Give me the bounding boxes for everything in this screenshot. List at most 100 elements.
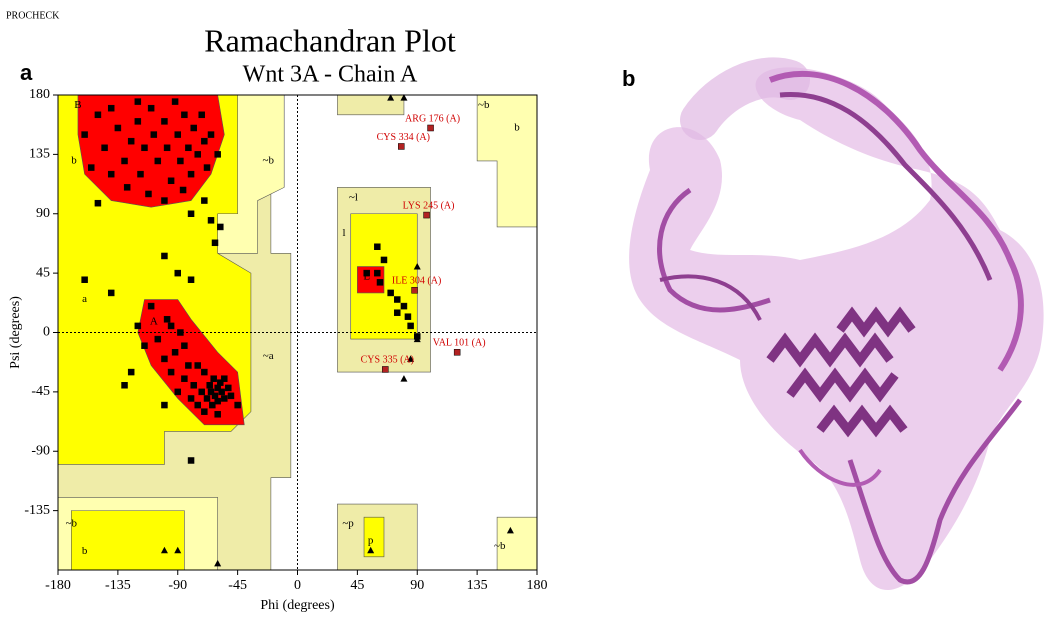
region-label: b — [82, 545, 88, 557]
y-tick-label: 0 — [43, 325, 50, 340]
residue-point — [151, 132, 157, 138]
region-label: l — [343, 227, 346, 239]
residue-point — [235, 402, 241, 408]
residue-point — [381, 257, 387, 263]
residue-point — [215, 411, 221, 417]
y-tick-label: -135 — [24, 503, 50, 518]
residue-point — [185, 145, 191, 151]
residue-point — [161, 198, 167, 204]
x-axis-label: Phi (degrees) — [260, 598, 335, 613]
residue-point — [161, 118, 167, 124]
residue-point — [374, 270, 380, 276]
region — [337, 95, 404, 115]
residue-point — [128, 138, 134, 144]
region-label: ~p — [342, 517, 354, 529]
residue-point — [374, 244, 380, 250]
residue-point — [188, 211, 194, 217]
y-tick-label: 45 — [36, 265, 50, 280]
residue-point — [204, 165, 210, 171]
residue-point — [155, 336, 161, 342]
panel-label: b — [622, 66, 635, 91]
x-tick-label: 90 — [410, 578, 424, 593]
residue-point — [412, 287, 418, 293]
residue-point — [199, 389, 205, 395]
residue-point — [141, 145, 147, 151]
region-label: b — [71, 155, 77, 167]
residue-point — [219, 389, 225, 395]
outlier-label: VAL 101 (A) — [433, 338, 486, 349]
residue-point — [82, 277, 88, 283]
residue-point — [124, 184, 130, 190]
residue-point — [394, 297, 400, 303]
y-tick-label: 135 — [29, 147, 50, 162]
residue-point — [128, 369, 134, 375]
x-tick-label: -45 — [228, 578, 247, 593]
region-label: B — [74, 99, 81, 111]
region-label: ~a — [263, 350, 274, 362]
region-label: ~b — [263, 155, 275, 167]
residue-point — [181, 112, 187, 118]
residue-point — [181, 343, 187, 349]
residue-point — [201, 369, 207, 375]
residue-point — [161, 253, 167, 259]
region-label: ~b — [66, 517, 78, 529]
figure: PROCHECK Ramachandran Plot Wnt 3A - Chai… — [0, 0, 1059, 619]
x-tick-label: 135 — [467, 578, 488, 593]
residue-point — [172, 349, 178, 355]
chart-title: Ramachandran Plot — [204, 22, 456, 58]
x-tick-label: 0 — [294, 578, 301, 593]
residue-point — [221, 395, 227, 401]
residue-point — [175, 132, 181, 138]
residue-point — [195, 362, 201, 368]
residue-point — [168, 369, 174, 375]
residue-point — [221, 376, 227, 382]
outlier-label: CYS 334 (A) — [377, 132, 430, 143]
residue-point — [215, 398, 221, 404]
outlier-label: ARG 176 (A) — [405, 113, 460, 124]
residue-point — [135, 323, 141, 329]
header: PROCHECK — [6, 10, 60, 21]
y-tick-label: 180 — [29, 87, 50, 102]
glycine-point — [400, 375, 407, 382]
residue-point — [454, 349, 460, 355]
residue-point — [168, 178, 174, 184]
outlier-label: ILE 304 (A) — [392, 276, 441, 287]
outlier-label: LYS 245 (A) — [403, 200, 455, 211]
region-label: p — [368, 535, 374, 547]
residue-point — [175, 389, 181, 395]
residue-point — [164, 316, 170, 322]
region-label: a — [82, 293, 87, 305]
x-tick-label: 45 — [350, 578, 364, 593]
residue-point — [212, 240, 218, 246]
residue-point — [208, 217, 214, 223]
residue-point — [377, 279, 383, 285]
residue-point — [195, 151, 201, 157]
y-tick-label: -45 — [31, 384, 50, 399]
residue-point — [215, 151, 221, 157]
residue-point — [95, 112, 101, 118]
chart-subtitle: Wnt 3A - Chain A — [243, 62, 418, 88]
x-tick-label: -90 — [168, 578, 187, 593]
residue-point — [201, 138, 207, 144]
residue-point — [115, 125, 121, 131]
residue-point — [208, 132, 214, 138]
residue-point — [95, 200, 101, 206]
residue-point — [401, 303, 407, 309]
residue-point — [181, 376, 187, 382]
residue-point — [364, 270, 370, 276]
residue-point — [408, 323, 414, 329]
residue-point — [88, 165, 94, 171]
region-label: b — [514, 122, 520, 134]
residue-point — [177, 330, 183, 336]
residue-point — [188, 171, 194, 177]
residue-point — [191, 125, 197, 131]
residue-point — [122, 382, 128, 388]
residue-point — [191, 382, 197, 388]
residue-point — [394, 310, 400, 316]
residue-point — [145, 191, 151, 197]
residue-point — [195, 402, 201, 408]
y-tick-label: -90 — [31, 443, 50, 458]
region — [477, 95, 537, 227]
residue-point — [177, 158, 183, 164]
region-label: ~l — [349, 191, 358, 203]
